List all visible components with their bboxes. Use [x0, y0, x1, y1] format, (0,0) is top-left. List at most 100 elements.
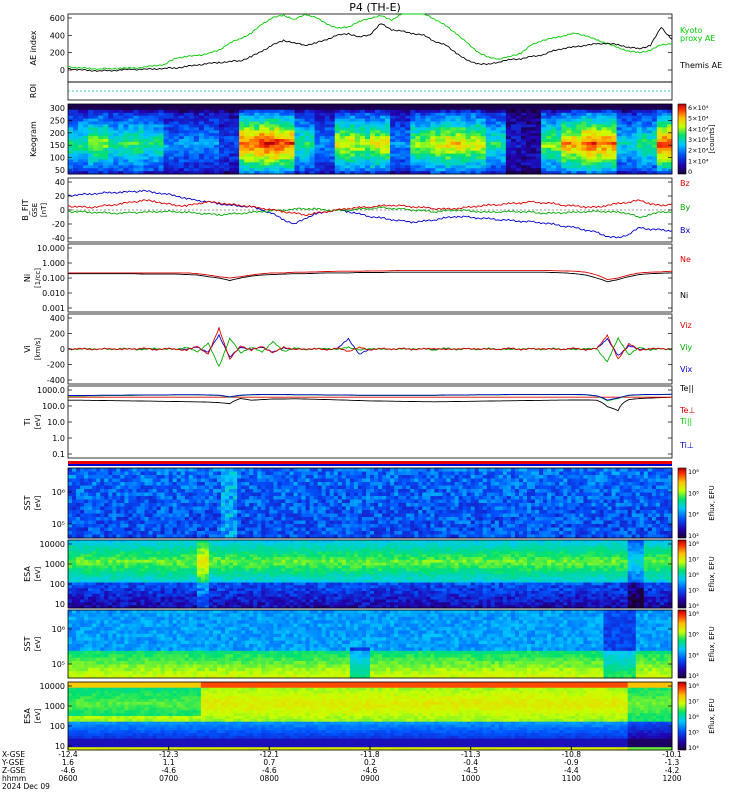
sst-e-heatmap-cell [261, 496, 266, 500]
sst-e-heatmap-cell [140, 489, 145, 493]
keogram-heatmap-cell [475, 130, 482, 134]
keogram-heatmap-cell [661, 144, 668, 149]
keogram-heatmap-cell [631, 168, 638, 172]
sst-e-heatmap-cell [341, 517, 347, 521]
sst-e-heatmap-cell [454, 492, 460, 497]
sst-e-heatmap-cell [450, 489, 455, 493]
keogram-heatmap-cell [596, 150, 602, 155]
sst-e-heatmap-cell [438, 489, 443, 493]
sst-e-heatmap-cell [84, 527, 89, 532]
sst-e-heatmap-cell [116, 517, 121, 521]
sst-e-heatmap-cell [257, 513, 262, 518]
keogram-heatmap-cell [370, 136, 376, 140]
keogram-heatmap-cell [581, 118, 587, 122]
keogram-heatmap-cell [309, 106, 316, 111]
sst-e-heatmap-cell [164, 520, 170, 525]
sst-e-heatmap-cell [321, 468, 327, 472]
ni-ylabel: Ni [23, 274, 32, 282]
keogram-heatmap-cell [128, 130, 134, 134]
sst-e-heatmap-cell [176, 475, 182, 479]
keogram-heatmap-cell [526, 162, 532, 166]
keogram-heatmap-cell [224, 130, 230, 134]
keogram-heatmap-cell [531, 144, 537, 149]
sst-e-heatmap-cell [370, 531, 375, 535]
keogram-heatmap-cell [370, 141, 376, 146]
keogram-heatmap-cell [485, 141, 492, 146]
sst-e-heatmap-cell [92, 478, 97, 483]
keogram-heatmap-cell [546, 156, 552, 160]
sst-e-heatmap-cell [341, 485, 347, 490]
keogram-heatmap-cell [546, 136, 552, 140]
keogram-heatmap-cell [98, 130, 104, 134]
keogram-heatmap-cell [646, 159, 653, 163]
keogram-heatmap-cell [153, 121, 160, 125]
keogram-heatmap-cell [405, 118, 411, 122]
keogram-heatmap-cell [470, 115, 477, 120]
keogram-heatmap-cell [299, 130, 305, 134]
sst-e-heatmap-cell [361, 524, 367, 528]
sst-e-heatmap-cell [329, 468, 335, 472]
keogram-heatmap-cell [299, 156, 305, 160]
sst-e-heatmap-cell [406, 506, 411, 511]
keogram-heatmap-cell [490, 104, 497, 108]
keogram-heatmap-cell [178, 156, 185, 160]
keogram-heatmap-cell [279, 112, 285, 117]
sst-e-heatmap-cell [196, 503, 202, 507]
keogram-heatmap-cell [224, 121, 230, 125]
keogram-heatmap-cell [83, 153, 89, 157]
sst-e-heatmap-cell [217, 468, 222, 472]
keogram-heatmap-cell [641, 147, 648, 152]
keogram-heatmap-cell [244, 133, 250, 137]
sst-e-heatmap-cell [434, 510, 439, 514]
keogram-heatmap-cell [193, 118, 200, 122]
sst-e-heatmap-cell [225, 485, 230, 490]
keogram-heatmap-cell [219, 124, 225, 128]
sst-e-heatmap-cell [160, 520, 166, 525]
keogram-heatmap-cell [178, 141, 185, 146]
sst-e-heatmap-cell [176, 496, 182, 500]
sst-e-heatmap-cell [313, 503, 319, 507]
sst-e-heatmap-cell [402, 475, 407, 479]
keogram-heatmap-cell [516, 162, 522, 166]
keogram-heatmap-cell [435, 106, 441, 111]
keogram-heatmap-cell [420, 171, 426, 175]
keogram-heatmap-cell [113, 118, 119, 122]
sst-e-heatmap-cell [281, 510, 286, 514]
keogram-heatmap [68, 104, 673, 175]
sst-e-heatmap-cell [357, 496, 363, 500]
sst-e-heatmap-cell [281, 468, 286, 472]
sst-e-heatmap-cell [317, 482, 323, 486]
sst-e-heatmap-cell [458, 471, 464, 476]
keogram-heatmap-cell [460, 109, 467, 114]
sst-e-heatmap-cell [285, 503, 290, 507]
sst-e-heatmap-cell [378, 527, 383, 532]
keogram-heatmap-cell [455, 130, 462, 134]
keogram-heatmap-cell [606, 118, 613, 122]
keogram-heatmap-cell [334, 165, 341, 169]
sst-e-heatmap-cell [188, 482, 194, 486]
keogram-heatmap-cell [168, 112, 175, 117]
keogram-heatmap-cell [264, 109, 270, 114]
keogram-heatmap-cell [465, 124, 472, 128]
keogram-heatmap-cell [148, 165, 154, 169]
keogram-heatmap-cell [219, 109, 225, 114]
keogram-heatmap-cell [641, 121, 648, 125]
sst-e-heatmap-cell [341, 520, 347, 525]
keogram-heatmap-cell [596, 162, 602, 166]
keogram-heatmap-cell [344, 130, 351, 134]
keogram-heatmap-cell [591, 150, 597, 155]
keogram-heatmap-cell [551, 153, 557, 157]
keogram-heatmap-cell [420, 159, 426, 163]
sst-e-heatmap-cell [196, 506, 202, 511]
sst-e-heatmap-cell [204, 471, 210, 476]
sst-e-heatmap-cell [305, 468, 311, 472]
keogram-heatmap-cell [586, 144, 592, 149]
sst-e-heatmap-cell [410, 510, 415, 514]
keogram-heatmap-cell [400, 106, 406, 111]
sst-e-heatmap-cell [430, 475, 435, 479]
keogram-heatmap-cell [128, 147, 134, 152]
keogram-heatmap-cell [531, 139, 537, 143]
keogram-heatmap-cell [163, 118, 170, 122]
keogram-heatmap-cell [611, 168, 618, 172]
keogram-heatmap-cell [646, 162, 653, 166]
